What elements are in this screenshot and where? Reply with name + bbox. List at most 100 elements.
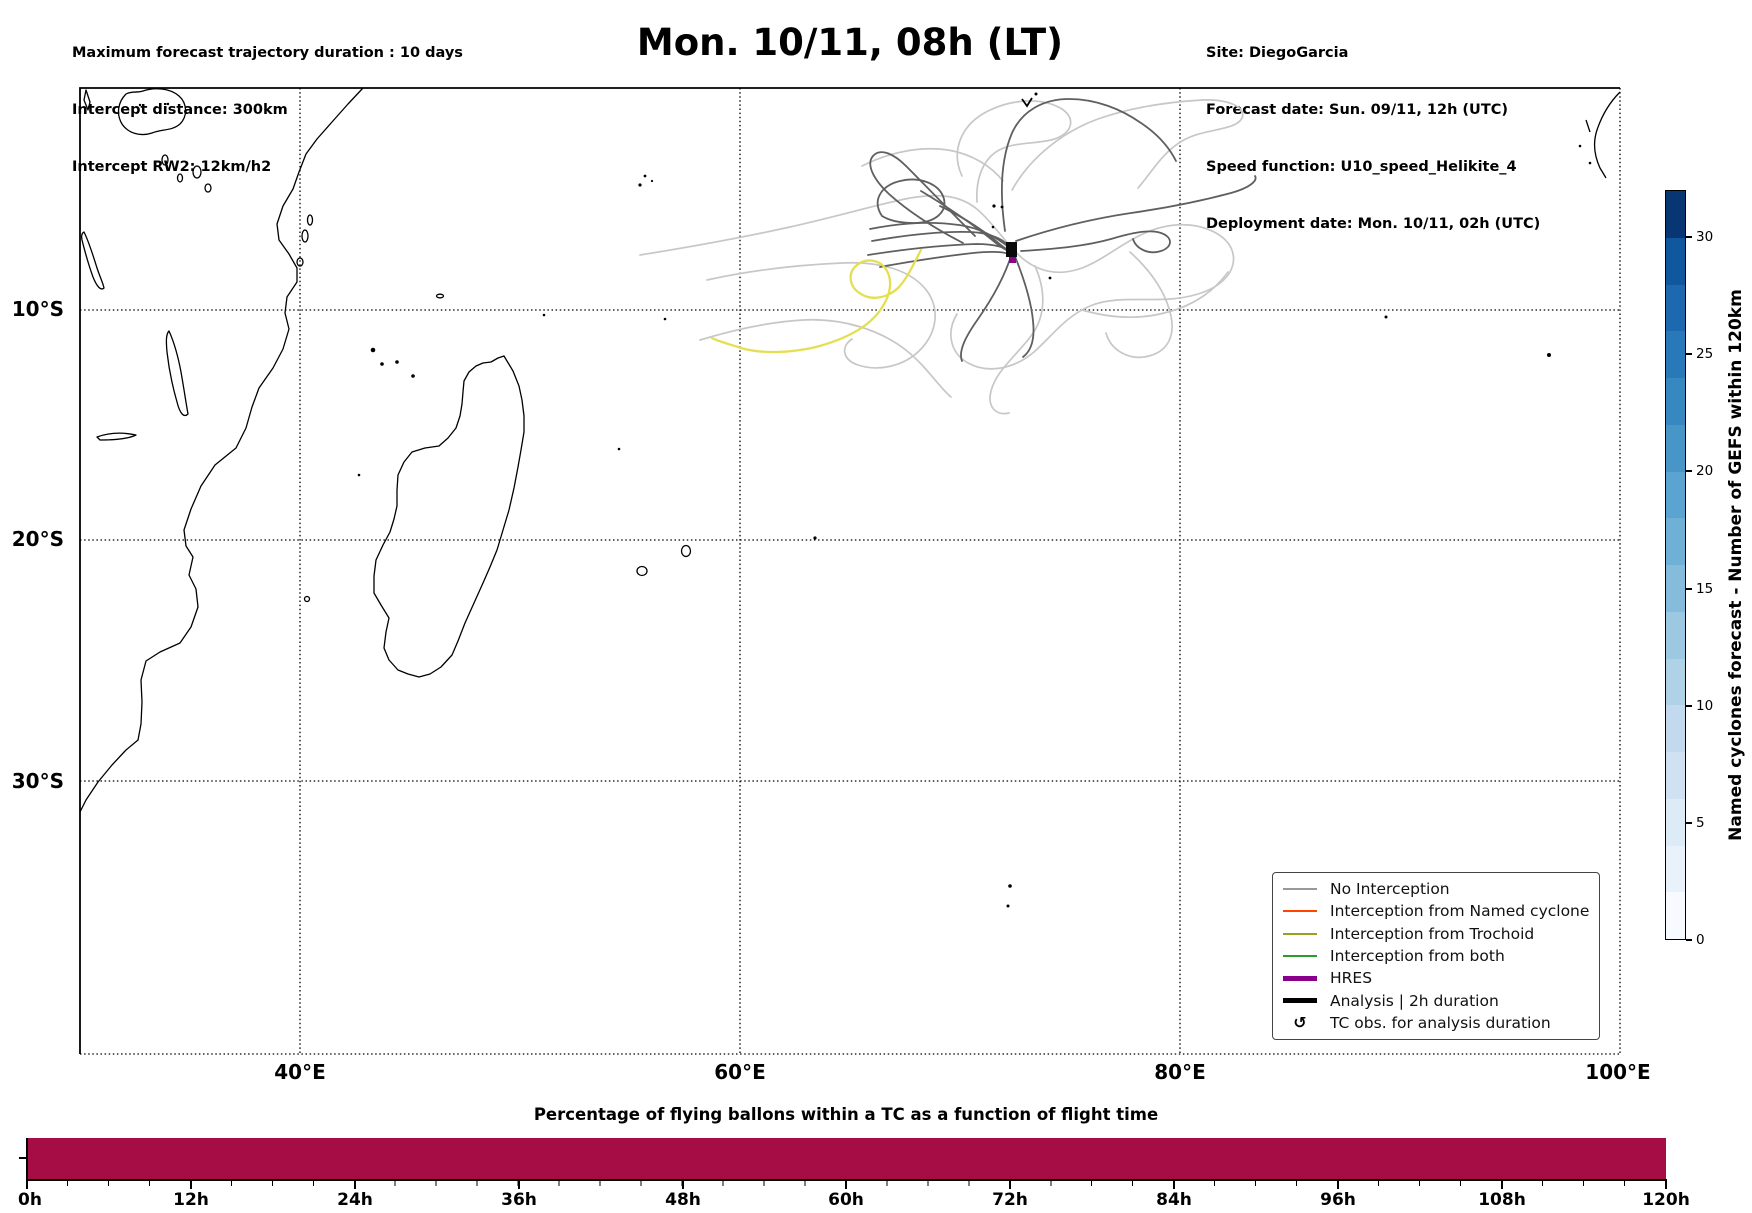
colorbar-segment: [1666, 191, 1685, 238]
colorbar-tick-label: 10: [1696, 698, 1714, 714]
intercept-distance-text: Intercept distance: 300km: [72, 102, 288, 118]
rift-lake: [192, 165, 202, 179]
farquhar-dot: [542, 313, 546, 317]
colorbar-segment: [1666, 798, 1685, 846]
x-tick: [26, 1181, 28, 1189]
rotation-arrow-icon: ↺: [1293, 1012, 1307, 1032]
olive-line-swatch: [1283, 932, 1317, 935]
colorbar-segment: [1666, 378, 1685, 425]
lake-victoria: [117, 88, 187, 136]
zanzibar-island: [301, 229, 309, 243]
colorbar-segment: [1666, 892, 1685, 939]
lat-label-20S: 20°S: [11, 527, 64, 551]
purple-line-swatch: [1283, 975, 1317, 981]
rift-lake: [204, 183, 212, 193]
legend-item-no-interception: No Interception: [1283, 878, 1589, 900]
rift-lake: [83, 89, 91, 111]
colorbar-gradient: [1665, 190, 1686, 940]
trajectories-no-interception-light: [639, 99, 1244, 415]
chagos-dot: [1048, 276, 1052, 280]
colorbar-segment: [1666, 518, 1685, 565]
map-legend: No Interception Interception from Named …: [1272, 872, 1600, 1040]
legend-label: HRES: [1330, 969, 1373, 988]
cahora-bassa-lake: [96, 432, 137, 441]
x-tick-label: 108h: [1478, 1190, 1526, 1210]
chagos-dot: [1000, 205, 1004, 209]
coastlines: [79, 87, 1621, 813]
colorbar-tick-label: 25: [1696, 346, 1714, 362]
x-tick-label: 84h: [1156, 1190, 1192, 1210]
sumatra-islet: [1585, 119, 1591, 133]
legend-label: Interception from Trochoid: [1330, 924, 1535, 943]
map-border: [79, 87, 1620, 1054]
x-tick: [190, 1181, 192, 1189]
colorbar-segment: [1666, 845, 1685, 893]
colorbar-tick-label: 20: [1696, 463, 1714, 479]
chagos-dot: [992, 204, 996, 208]
colorbar-segment: [1666, 284, 1685, 332]
colorbar-tick: [1686, 939, 1692, 941]
x-tick: [1501, 1181, 1503, 1189]
aldabra-island: [435, 293, 445, 299]
seychelles-dot: [650, 179, 654, 183]
tc-percentage-bar: [27, 1138, 1666, 1179]
colorbar-segment: [1666, 611, 1685, 659]
colorbar-segment: [1666, 331, 1685, 378]
island-dot: [1578, 144, 1582, 148]
seychelles-dot: [638, 183, 642, 187]
tc-obs-marker: [1021, 97, 1033, 108]
comoros-dot: [395, 360, 399, 364]
x-tick-label: 60h: [828, 1190, 864, 1210]
europa-island: [303, 595, 311, 603]
mauritius-island: [680, 544, 692, 558]
legend-item-trochoid: Interception from Trochoid: [1283, 923, 1589, 945]
x-tick-label: 120h: [1642, 1190, 1690, 1210]
mayotte-dot: [411, 374, 415, 378]
colorbar-segment: [1666, 658, 1685, 706]
y-axis-line: [26, 1138, 28, 1180]
colorbar-segment: [1666, 237, 1685, 285]
rodrigues-dot: [813, 536, 817, 540]
x-tick: [518, 1181, 520, 1189]
x-tick: [354, 1181, 356, 1189]
tromelin-dot: [617, 447, 621, 451]
island-dot: [1588, 161, 1592, 165]
comoros-dot: [380, 362, 384, 366]
reunion-island: [636, 565, 648, 577]
pemba-island: [306, 214, 314, 226]
colorbar-segment: [1666, 424, 1685, 472]
colorbar-tick: [1686, 705, 1692, 707]
lat-label-30S: 30°S: [11, 769, 64, 793]
colorbar-tick: [1686, 822, 1692, 824]
rift-lake: [176, 173, 184, 183]
lake-malawi: [165, 330, 189, 417]
colorbar-tick-label: 0: [1696, 932, 1705, 948]
x-tick: [1173, 1181, 1175, 1189]
intercept-rw2-text: Intercept RW2: 12km/h2: [72, 159, 272, 175]
legend-label: Analysis | 2h duration: [1330, 991, 1499, 1010]
lon-label-40E: 40°E: [274, 1060, 326, 1084]
madagascar-coastline: [373, 355, 525, 678]
x-axis-line: [26, 1179, 1667, 1181]
seychelles-dot: [643, 174, 647, 178]
lat-label-10S: 10°S: [11, 297, 64, 321]
legend-label: TC obs. for analysis duration: [1330, 1013, 1551, 1032]
orange-line-swatch: [1283, 910, 1317, 913]
sumatra-coast-fragment: [1593, 91, 1621, 179]
site-info-block: Site: DiegoGarcia Forecast date: Sun. 09…: [1206, 6, 1540, 253]
island-dots: [138, 102, 1592, 908]
lake-tanganyika: [80, 231, 105, 290]
colorbar-segment: [1666, 705, 1685, 752]
colorbar-tick-label: 30: [1696, 229, 1714, 245]
legend-label: No Interception: [1330, 880, 1450, 899]
black-line-swatch: [1283, 998, 1317, 1004]
agalega-dot: [663, 317, 667, 321]
island-dot: [1384, 315, 1388, 319]
page-title: Mon. 10/11, 08h (LT): [636, 21, 1064, 64]
colorbar-tick: [1686, 353, 1692, 355]
deployment-site-marker: [1006, 242, 1017, 257]
colorbar-tick-label: 15: [1696, 581, 1714, 597]
lon-label-80E: 80°E: [1154, 1060, 1206, 1084]
